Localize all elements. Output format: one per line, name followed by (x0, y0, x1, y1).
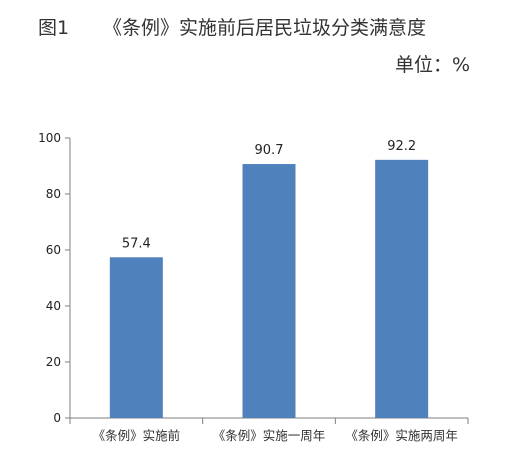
category-label: 《条例》实施前 (93, 428, 181, 443)
data-label: 92.2 (387, 139, 416, 154)
y-tick-label: 0 (53, 411, 61, 425)
chart-title: 《条例》实施前后居民垃圾分类满意度 (103, 17, 427, 39)
data-label: 90.7 (255, 143, 284, 158)
y-tick-label: 60 (46, 243, 61, 257)
chart-labels: 57.4 《条例》实施前 90.7 《条例》实施一周年 92.2 《条例》实施两周年 (93, 139, 458, 443)
y-tick-label: 80 (46, 187, 61, 201)
category-label: 《条例》实施一周年 (213, 428, 326, 443)
data-label: 57.4 (122, 236, 151, 251)
bar (242, 164, 296, 418)
category-label: 《条例》实施两周年 (345, 428, 458, 443)
y-tick-label: 40 (46, 299, 61, 313)
bar (109, 257, 163, 418)
y-tick-label: 100 (38, 131, 61, 145)
bar (375, 159, 429, 418)
y-tick-label: 20 (46, 355, 61, 369)
chart-bars (109, 159, 429, 418)
figure-label: 图1 (38, 17, 70, 39)
unit-label: 单位：% (394, 54, 470, 76)
